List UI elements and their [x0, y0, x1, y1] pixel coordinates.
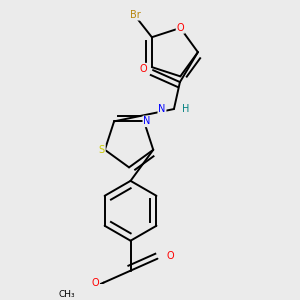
Text: O: O: [140, 64, 147, 74]
Text: CH₃: CH₃: [58, 290, 75, 299]
Text: H: H: [182, 104, 190, 114]
Text: O: O: [176, 23, 184, 33]
Text: O: O: [167, 251, 174, 261]
Text: O: O: [92, 278, 99, 288]
Text: N: N: [143, 116, 151, 126]
Text: S: S: [99, 145, 105, 155]
Text: Br: Br: [130, 10, 141, 20]
Text: N: N: [158, 104, 166, 114]
